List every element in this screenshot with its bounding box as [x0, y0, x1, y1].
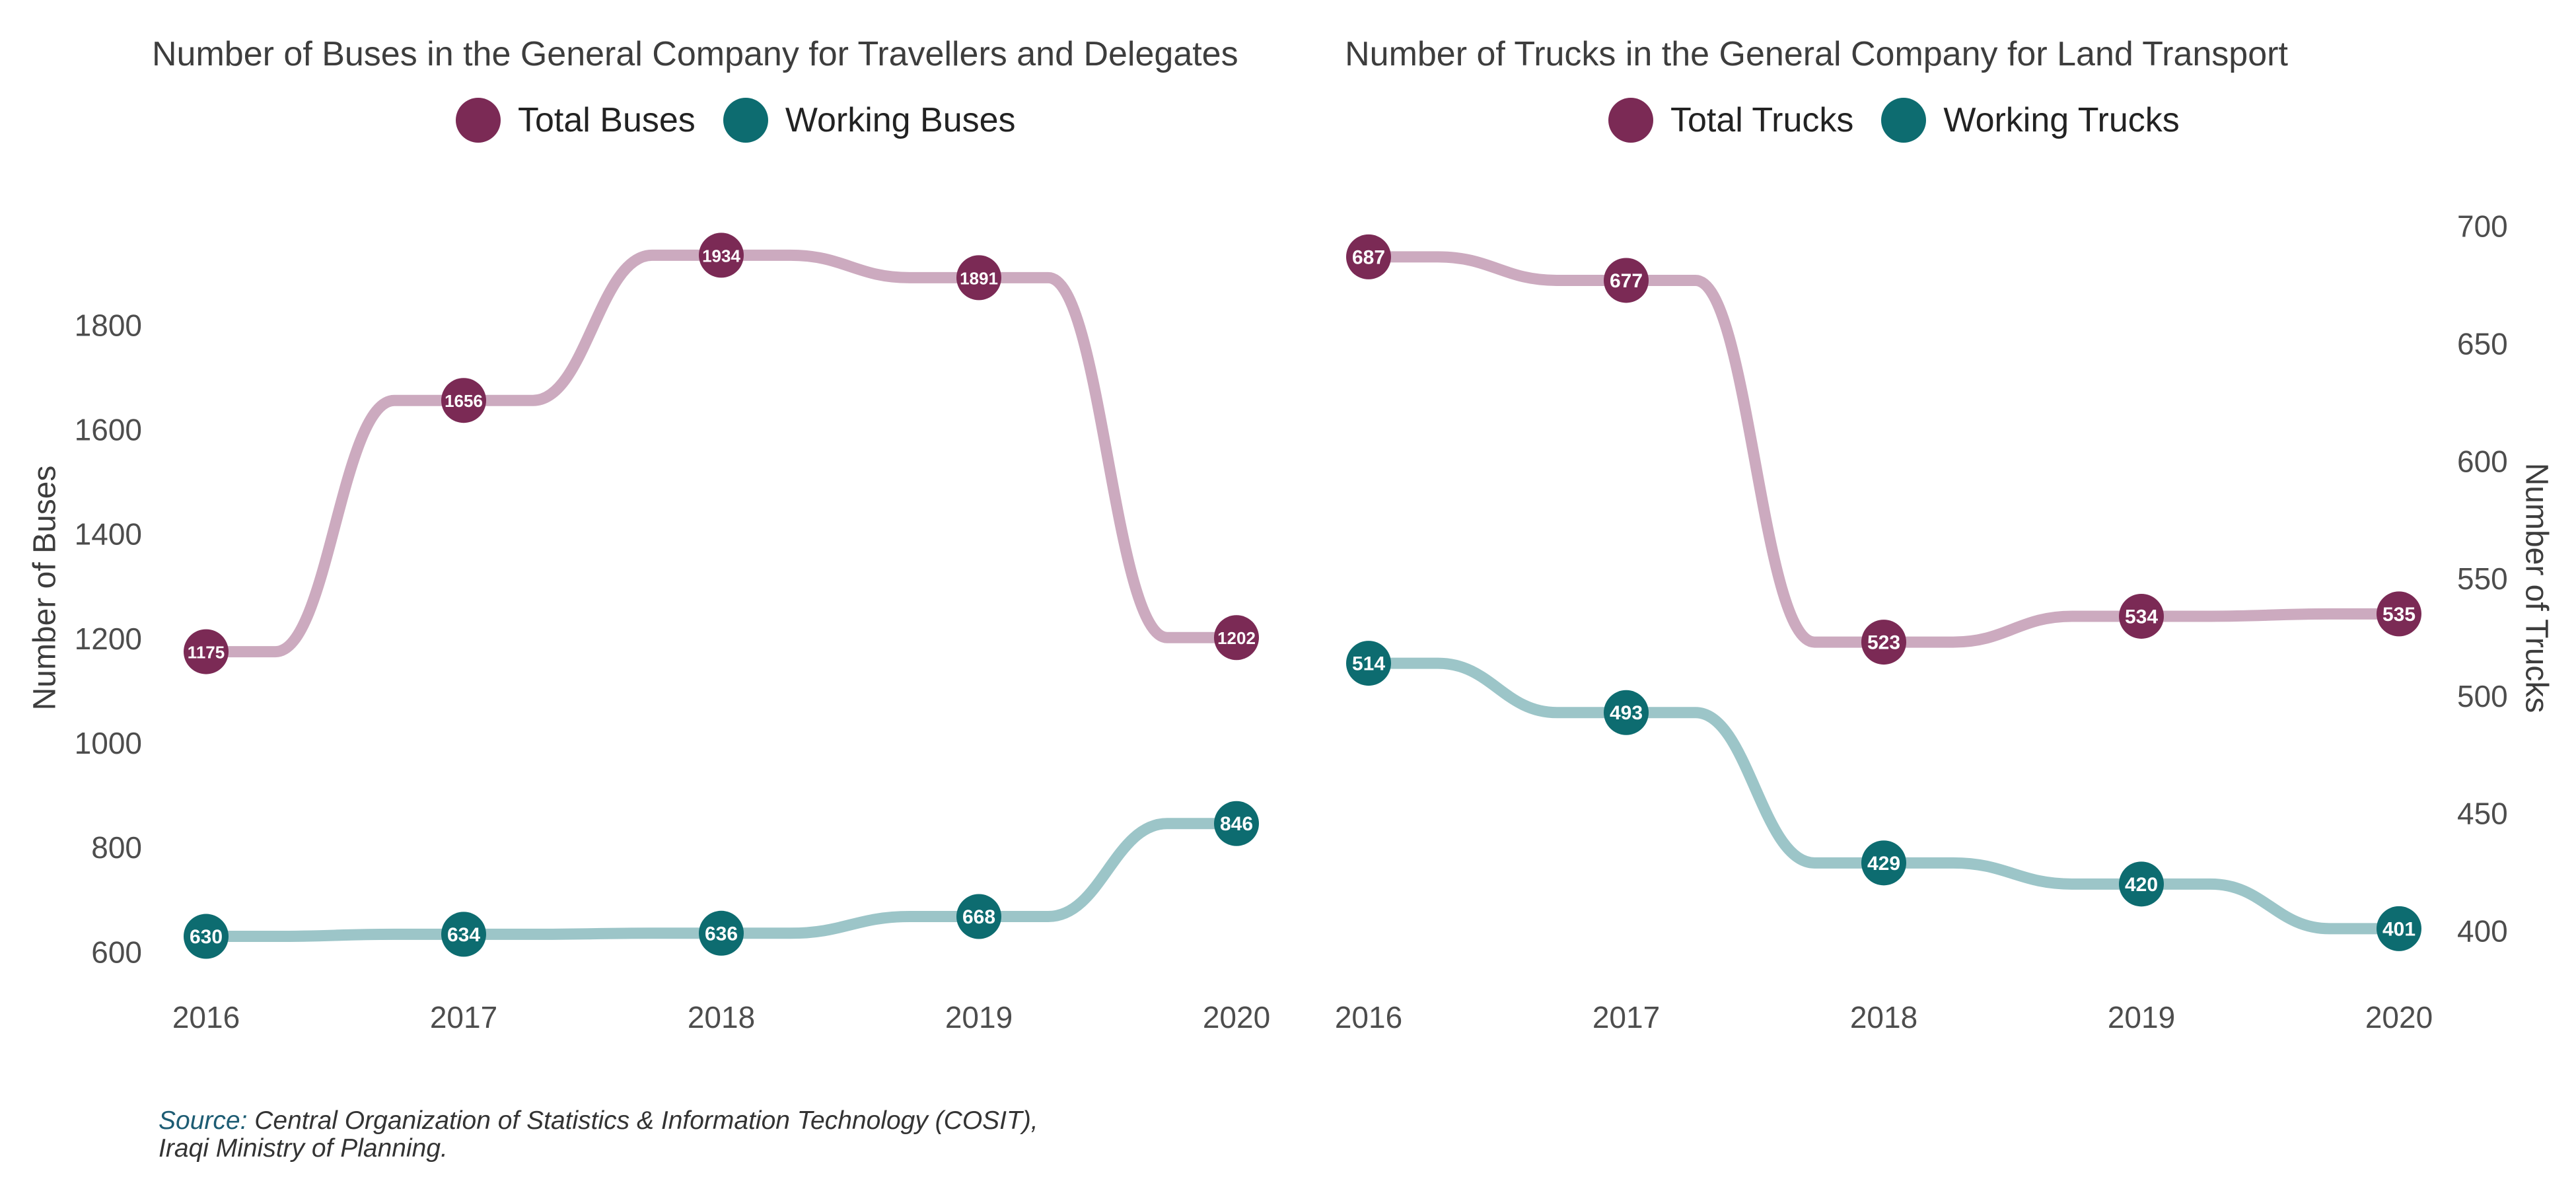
legend-swatch-working-trucks [1881, 98, 1927, 143]
data-label-working-trucks-2017: 493 [1610, 702, 1643, 724]
legend-swatch-total-trucks [1608, 98, 1653, 143]
data-label-total-buses-2017: 1656 [445, 391, 483, 411]
data-label-total-buses-2016: 1175 [188, 643, 225, 663]
data-label-total-trucks-2019: 534 [2125, 606, 2158, 628]
y-tick-label-trucks-700: 700 [2457, 209, 2508, 244]
x-tick-label-trucks-2017: 2017 [1592, 1000, 1660, 1034]
legend-label-total-buses: Total Buses [518, 101, 696, 139]
source-note: Source: Central Organization of Statisti… [159, 1107, 1038, 1163]
data-label-working-buses-2020: 846 [1220, 813, 1253, 835]
legend-swatch-total-buses [456, 98, 501, 143]
data-point-total-trucks-2018 [1861, 620, 1906, 665]
data-point-working-trucks-2019 [2119, 861, 2164, 907]
x-tick-label-trucks-2020: 2020 [2365, 1000, 2433, 1034]
y-tick-label-buses-1600: 1600 [75, 412, 142, 447]
data-label-working-buses-2019: 668 [962, 906, 995, 928]
y-tick-label-buses-1000: 1000 [75, 726, 142, 760]
y-tick-label-trucks-550: 550 [2457, 561, 2508, 596]
y-tick-label-trucks-450: 450 [2457, 797, 2508, 831]
series-line-total-trucks [1363, 251, 2405, 648]
x-tick-label-buses-2016: 2016 [172, 1000, 240, 1034]
x-tick-label-trucks-2018: 2018 [1850, 1000, 1917, 1034]
data-point-total-buses-2018 [699, 233, 744, 278]
source-text: Central Organization of Statistics & Inf… [254, 1106, 1038, 1135]
data-label-total-trucks-2020: 535 [2382, 604, 2415, 626]
data-point-working-trucks-2016 [1346, 641, 1391, 686]
series-line-working-buses [200, 818, 1242, 943]
y-tick-label-buses-1400: 1400 [75, 517, 142, 552]
source-text-line2: Iraqi Ministry of Planning. [159, 1134, 448, 1163]
chart-title-trucks: Number of Trucks in the General Company … [1345, 35, 2288, 73]
data-label-total-buses-2019: 1891 [960, 268, 998, 288]
data-label-working-buses-2017: 634 [447, 924, 480, 946]
series-line-total-buses [200, 249, 1242, 658]
legend-label-total-trucks: Total Trucks [1670, 101, 1854, 139]
x-tick-label-buses-2017: 2017 [430, 1000, 497, 1034]
legend-buses: Total Buses Working Buses [456, 98, 1044, 143]
data-point-working-buses-2020 [1214, 801, 1259, 846]
data-point-total-trucks-2020 [2377, 591, 2421, 637]
data-point-working-buses-2017 [441, 912, 486, 957]
data-label-total-trucks-2016: 687 [1352, 246, 1385, 268]
data-point-working-trucks-2018 [1861, 840, 1906, 886]
data-point-total-trucks-2016 [1346, 234, 1391, 279]
data-point-working-buses-2016 [184, 914, 229, 959]
y-tick-label-buses-600: 600 [91, 935, 142, 969]
y-tick-label-buses-1200: 1200 [75, 622, 142, 656]
data-point-total-buses-2017 [441, 378, 486, 423]
legend-swatch-working-buses [723, 98, 768, 143]
data-point-working-trucks-2017 [1604, 690, 1649, 735]
data-point-total-buses-2019 [956, 255, 1001, 301]
data-label-working-buses-2016: 630 [190, 926, 223, 948]
legend-trucks: Total Trucks Working Trucks [1608, 98, 2207, 143]
chart-title-buses: Number of Buses in the General Company f… [152, 35, 1238, 73]
x-tick-label-trucks-2019: 2019 [2108, 1000, 2175, 1034]
y-tick-label-buses-1800: 1800 [75, 308, 142, 342]
data-label-working-buses-2018: 636 [705, 923, 738, 945]
series-line-working-trucks [1363, 657, 2405, 935]
data-point-total-buses-2016 [184, 629, 229, 674]
y-tick-label-trucks-600: 600 [2457, 444, 2508, 478]
x-tick-label-buses-2018: 2018 [688, 1000, 755, 1034]
data-label-working-trucks-2020: 401 [2382, 918, 2415, 940]
data-point-working-trucks-2020 [2377, 906, 2421, 951]
x-tick-label-buses-2020: 2020 [1203, 1000, 1270, 1034]
data-point-total-buses-2020 [1214, 615, 1259, 661]
data-label-total-buses-2018: 1934 [702, 246, 740, 266]
data-point-working-buses-2018 [699, 910, 744, 956]
source-label: Source: [159, 1106, 248, 1135]
y-tick-label-trucks-500: 500 [2457, 679, 2508, 713]
data-label-working-trucks-2019: 420 [2125, 874, 2158, 896]
x-tick-label-buses-2019: 2019 [945, 1000, 1013, 1034]
legend-label-working-buses: Working Buses [785, 101, 1016, 139]
y-tick-label-trucks-400: 400 [2457, 914, 2508, 948]
legend-label-working-trucks: Working Trucks [1943, 101, 2180, 139]
data-label-total-buses-2020: 1202 [1217, 628, 1256, 648]
y-tick-label-buses-800: 800 [91, 830, 142, 865]
data-point-total-trucks-2019 [2119, 593, 2164, 639]
y-tick-label-trucks-650: 650 [2457, 326, 2508, 361]
x-tick-label-trucks-2016: 2016 [1335, 1000, 1402, 1034]
data-point-working-buses-2019 [956, 894, 1001, 939]
data-label-working-trucks-2018: 429 [1867, 853, 1900, 875]
data-label-total-trucks-2017: 677 [1610, 270, 1643, 292]
data-label-working-trucks-2016: 514 [1352, 653, 1385, 675]
data-label-total-trucks-2018: 523 [1867, 632, 1900, 654]
data-point-total-trucks-2017 [1604, 258, 1649, 303]
